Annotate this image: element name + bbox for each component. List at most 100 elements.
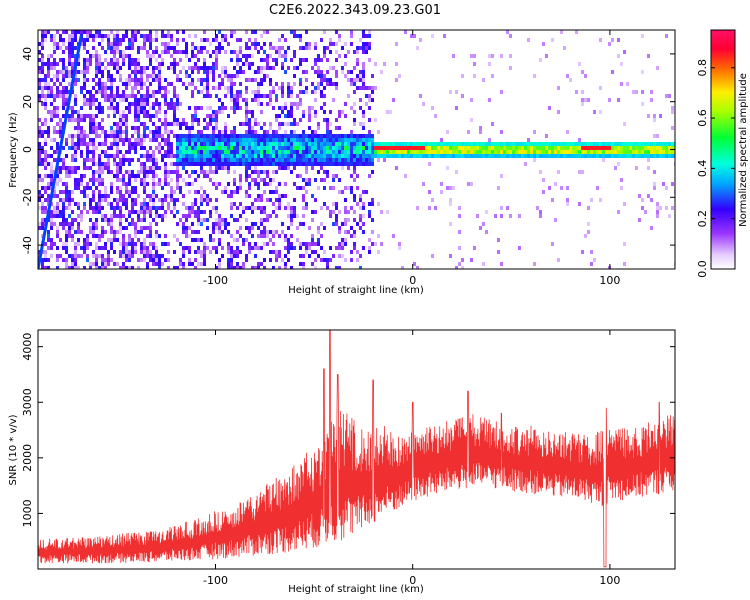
heatmap-cell xyxy=(80,90,83,94)
heatmap-cell xyxy=(113,206,116,210)
heatmap-cell xyxy=(368,138,371,142)
heatmap-cell xyxy=(92,170,95,174)
heatmap-cell xyxy=(119,206,122,210)
heatmap-cell xyxy=(65,94,68,98)
heatmap-cell xyxy=(329,110,332,114)
heatmap-cell xyxy=(356,186,359,190)
heatmap-cell xyxy=(317,54,320,58)
heatmap-cell xyxy=(71,238,74,242)
heatmap-cell xyxy=(41,266,44,269)
heatmap-cell xyxy=(368,130,371,134)
heatmap-cell xyxy=(266,214,269,218)
heatmap-cell xyxy=(89,186,92,190)
heatmap-cell xyxy=(158,146,161,150)
heatmap-cell xyxy=(305,142,308,146)
heatmap-cell xyxy=(200,78,203,82)
heatmap-cell xyxy=(248,162,251,166)
heatmap-cell xyxy=(233,94,236,98)
heatmap-cell xyxy=(242,54,245,58)
heatmap-cell xyxy=(626,146,629,150)
heatmap-cell xyxy=(149,62,152,66)
heatmap-cell xyxy=(194,202,197,206)
heatmap-cell xyxy=(137,50,140,54)
heatmap-cell xyxy=(131,158,134,162)
heatmap-cell xyxy=(110,94,113,98)
heatmap-cell xyxy=(86,254,89,258)
heatmap-cell xyxy=(74,118,77,122)
heatmap-cell xyxy=(263,150,266,154)
heatmap-cell xyxy=(362,110,365,114)
heatmap-cell xyxy=(101,198,104,202)
heatmap-cell xyxy=(479,154,482,158)
heatmap-cell xyxy=(107,146,110,150)
heatmap-cell xyxy=(161,30,164,34)
heatmap-cell xyxy=(632,90,635,94)
heatmap-cell xyxy=(107,38,110,42)
heatmap-cell xyxy=(146,110,149,114)
heatmap-cell xyxy=(341,166,344,170)
heatmap-cell xyxy=(221,34,224,38)
heatmap-cell xyxy=(44,86,47,90)
heatmap-cell xyxy=(113,162,116,166)
heatmap-cell xyxy=(623,202,626,206)
heatmap-cell xyxy=(317,142,320,146)
heatmap-cell xyxy=(299,146,302,150)
heatmap-cell xyxy=(158,106,161,110)
heatmap-cell xyxy=(491,142,494,146)
heatmap-cell xyxy=(368,158,371,162)
heatmap-cell xyxy=(83,78,86,82)
heatmap-cell xyxy=(302,222,305,226)
heatmap-cell xyxy=(44,174,47,178)
heatmap-cell xyxy=(197,238,200,242)
heatmap-cell xyxy=(128,138,131,142)
heatmap-cell xyxy=(185,142,188,146)
heatmap-cell xyxy=(59,198,62,202)
heatmap-cell xyxy=(176,154,179,158)
heatmap-cell xyxy=(437,146,440,150)
heatmap-cell xyxy=(251,170,254,174)
heatmap-cell xyxy=(518,246,521,250)
heatmap-cell xyxy=(230,82,233,86)
heatmap-cell xyxy=(185,50,188,54)
heatmap-cell xyxy=(128,210,131,214)
heatmap-cell xyxy=(77,70,80,74)
heatmap-cell xyxy=(323,54,326,58)
heatmap-cell xyxy=(482,154,485,158)
heatmap-cell xyxy=(293,182,296,186)
heatmap-cell xyxy=(257,182,260,186)
heatmap-cell xyxy=(155,38,158,42)
heatmap-cell xyxy=(227,166,230,170)
heatmap-cell xyxy=(203,78,206,82)
heatmap-cell xyxy=(56,226,59,230)
heatmap-cell xyxy=(647,158,650,162)
heatmap-cell xyxy=(92,226,95,230)
heatmap-cell xyxy=(47,30,50,34)
heatmap-cell xyxy=(485,230,488,234)
heatmap-cell xyxy=(173,250,176,254)
heatmap-cell xyxy=(44,34,47,38)
heatmap-cell xyxy=(377,154,380,158)
heatmap-cell xyxy=(440,182,443,186)
heatmap-cell xyxy=(479,150,482,154)
heatmap-cell xyxy=(662,142,665,146)
heatmap-cell xyxy=(77,30,80,34)
heatmap-cell xyxy=(329,210,332,214)
heatmap-cell xyxy=(50,166,53,170)
heatmap-cell xyxy=(101,62,104,66)
heatmap-cell xyxy=(329,158,332,162)
heatmap-cell xyxy=(257,162,260,166)
heatmap-cell xyxy=(353,146,356,150)
heatmap-cell xyxy=(122,82,125,86)
heatmap-cell xyxy=(395,150,398,154)
heatmap-cell xyxy=(341,66,344,70)
heatmap-cell xyxy=(107,106,110,110)
heatmap-cell xyxy=(215,122,218,126)
heatmap-cell xyxy=(128,234,131,238)
heatmap-cell xyxy=(509,54,512,58)
heatmap-cell xyxy=(344,102,347,106)
heatmap-cell xyxy=(308,134,311,138)
heatmap-cell xyxy=(611,70,614,74)
heatmap-cell xyxy=(362,206,365,210)
heatmap-cell xyxy=(368,146,371,150)
heatmap-cell xyxy=(65,234,68,238)
